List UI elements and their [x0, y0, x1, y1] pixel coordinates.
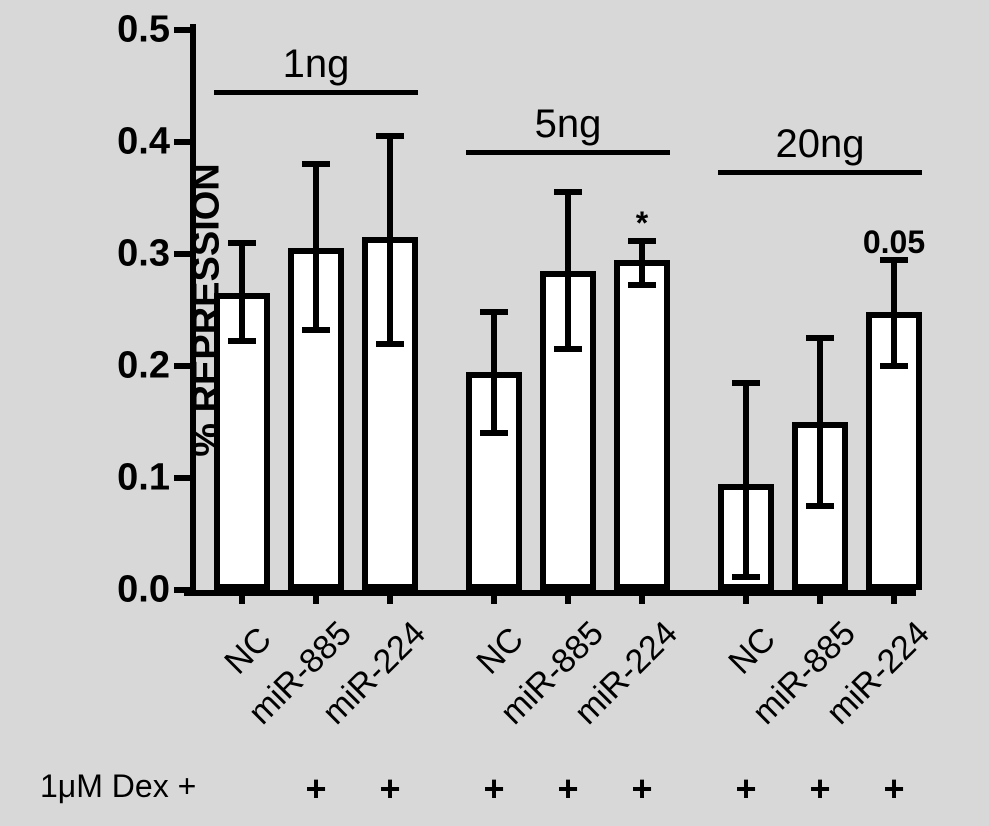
dex-plus: + [735, 768, 756, 810]
x-tick [565, 590, 571, 604]
error-cap [228, 240, 256, 246]
error-cap [554, 346, 582, 352]
error-cap [880, 363, 908, 369]
annotation: 0.05 [863, 224, 925, 261]
dex-plus: + [178, 768, 197, 804]
y-tick-label: 0.1 [117, 457, 170, 500]
y-tick [174, 139, 190, 145]
x-tick [387, 590, 393, 604]
x-tick [817, 590, 823, 604]
x-tick [491, 590, 497, 604]
error-bar [639, 241, 645, 286]
annotation: * [636, 205, 648, 242]
error-cap [732, 574, 760, 580]
x-tick [313, 590, 319, 604]
group-bracket [466, 150, 670, 155]
error-bar [313, 164, 319, 330]
y-tick [174, 363, 190, 369]
y-tick [174, 27, 190, 33]
error-bar [565, 192, 571, 349]
y-tick [174, 587, 190, 593]
dex-row: 1μM Dex + + + + + + + + + [40, 768, 940, 808]
bar [614, 260, 670, 590]
error-cap [376, 133, 404, 139]
error-cap [628, 282, 656, 288]
error-cap [376, 341, 404, 347]
x-axis [184, 590, 916, 596]
error-cap [732, 380, 760, 386]
y-tick-label: 0.3 [117, 233, 170, 276]
error-bar [743, 383, 749, 577]
plot-area: % REPRESSION 0.0 0.1 0.2 0.3 0.4 0.5 NCm… [190, 30, 910, 590]
error-cap [480, 309, 508, 315]
x-tick [639, 590, 645, 604]
error-bar [387, 136, 393, 343]
x-tick [239, 590, 245, 604]
dex-label: 1μM Dex + [40, 768, 196, 805]
error-bar [891, 260, 897, 366]
y-tick [174, 251, 190, 257]
dex-plus: + [631, 768, 652, 810]
group-bracket [718, 170, 922, 175]
y-tick-label: 0.5 [117, 9, 170, 52]
x-tick [891, 590, 897, 604]
group-label: 20ng [776, 122, 865, 167]
group-bracket [214, 90, 418, 95]
error-cap [806, 503, 834, 509]
error-cap [302, 327, 330, 333]
error-cap [302, 161, 330, 167]
error-bar [817, 338, 823, 506]
dex-plus: + [883, 768, 904, 810]
dex-plus: + [305, 768, 326, 810]
error-bar [491, 312, 497, 433]
dex-label-text: 1μM Dex [40, 768, 169, 804]
bar-chart: % REPRESSION 0.0 0.1 0.2 0.3 0.4 0.5 NCm… [40, 20, 950, 800]
dex-plus: + [483, 768, 504, 810]
y-tick-label: 0.0 [117, 569, 170, 612]
group-label: 5ng [535, 102, 602, 147]
dex-plus: + [809, 768, 830, 810]
group-label: 1ng [283, 42, 350, 87]
error-cap [554, 189, 582, 195]
dex-plus: + [557, 768, 578, 810]
dex-plus: + [379, 768, 400, 810]
error-cap [806, 335, 834, 341]
error-cap [480, 430, 508, 436]
y-tick-label: 0.2 [117, 345, 170, 388]
error-bar [239, 243, 245, 342]
x-tick [743, 590, 749, 604]
y-tick-label: 0.4 [117, 121, 170, 164]
y-tick [174, 475, 190, 481]
error-cap [228, 338, 256, 344]
